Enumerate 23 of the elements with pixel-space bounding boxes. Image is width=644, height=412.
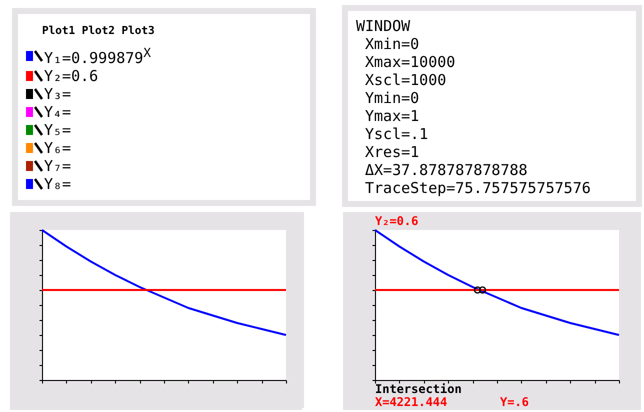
text: Y=.6 [500,395,529,409]
text: Intersection [375,382,462,396]
text: Plot1 Plot2 Plot3 [42,23,155,39]
text: Yscl=.1 [365,125,428,143]
text: Y₁=0.999879$^{X}$ [44,44,151,67]
text: Y₅= [44,121,72,139]
text: Y₂=0.6 [44,67,98,85]
text: Y₃= [44,85,72,103]
text: Ymax=1 [365,107,420,125]
text: X=4221.444 [375,395,448,409]
text: Y₈= [44,175,72,193]
text: Xscl=1000 [365,71,446,89]
text: Y₆= [44,139,72,157]
text: TraceStep=75.757575757576 [365,179,591,197]
text: Ymin=0 [365,89,420,107]
text: WINDOW [356,17,410,35]
text: Y₂=0.6 [375,214,418,228]
text: Xmin=0 [365,35,420,53]
text: Xmax=10000 [365,53,456,71]
text: ΔX=37.878787878788 [365,161,528,179]
text: Y₄= [44,103,72,121]
text: Y₇= [44,157,72,175]
text: Xres=1 [365,143,420,161]
